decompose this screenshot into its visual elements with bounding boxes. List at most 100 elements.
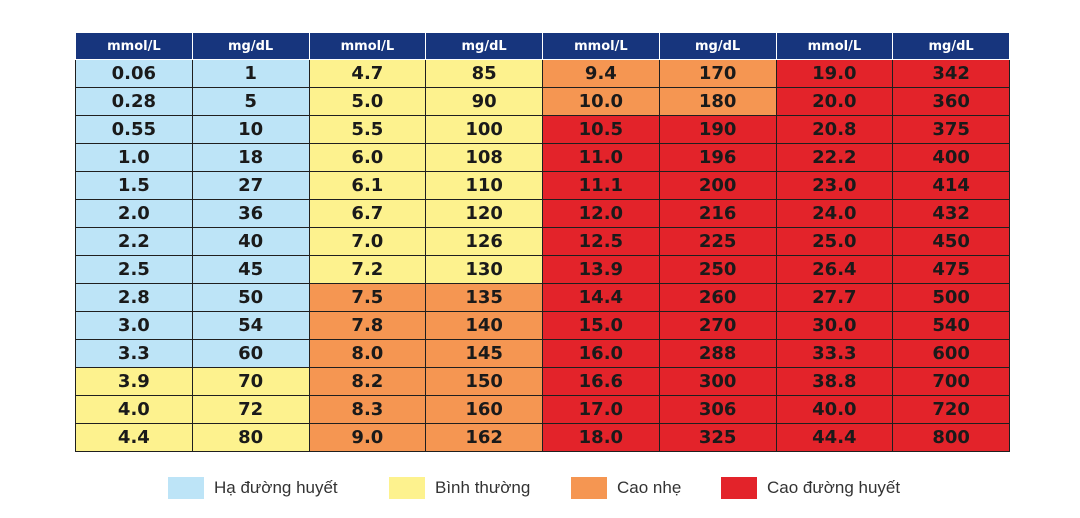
cell-mmol: 7.5 <box>308 283 427 312</box>
cell-mgdl: 450 <box>892 227 1010 256</box>
cell-mmol: 30.0 <box>775 311 894 340</box>
cell-mmol: 27.7 <box>775 283 894 312</box>
cell-mgdl: 80 <box>191 423 310 452</box>
header-mgdl-4: mg/dL <box>892 32 1010 60</box>
header-mmol-4: mmol/L <box>775 32 894 60</box>
cell-mgdl: 325 <box>658 423 777 452</box>
table-row: 4.0 72 8.3 160 17.0 306 40.0 720 <box>75 395 1010 424</box>
cell-mmol: 7.0 <box>308 227 427 256</box>
cell-mmol: 26.4 <box>775 255 894 284</box>
cell-mmol: 5.0 <box>308 87 427 116</box>
cell-mmol: 16.0 <box>542 339 660 368</box>
cell-mgdl: 70 <box>191 367 310 396</box>
cell-mmol: 0.06 <box>75 59 193 88</box>
cell-mgdl: 54 <box>191 311 310 340</box>
cell-mgdl: 36 <box>191 199 310 228</box>
legend-swatch-low <box>168 477 204 499</box>
cell-mgdl: 260 <box>658 283 777 312</box>
cell-mgdl: 126 <box>425 227 543 256</box>
cell-mgdl: 300 <box>658 367 777 396</box>
color-legend: Hạ đường huyết Bình thường Cao nhẹ Cao đ… <box>0 476 1080 500</box>
table-row: 0.28 5 5.0 90 10.0 180 20.0 360 <box>75 87 1010 116</box>
cell-mmol: 25.0 <box>775 227 894 256</box>
cell-mgdl: 18 <box>191 143 310 172</box>
cell-mmol: 8.2 <box>308 367 427 396</box>
cell-mmol: 5.5 <box>308 115 427 144</box>
cell-mgdl: 160 <box>425 395 543 424</box>
cell-mgdl: 414 <box>892 171 1010 200</box>
cell-mmol: 13.9 <box>542 255 660 284</box>
legend-label-normal: Bình thường <box>435 478 531 497</box>
cell-mgdl: 270 <box>658 311 777 340</box>
cell-mmol: 44.4 <box>775 423 894 452</box>
cell-mmol: 17.0 <box>542 395 660 424</box>
table-row: 2.0 36 6.7 120 12.0 216 24.0 432 <box>75 199 1010 228</box>
cell-mgdl: 120 <box>425 199 543 228</box>
cell-mgdl: 140 <box>425 311 543 340</box>
cell-mmol: 33.3 <box>775 339 894 368</box>
cell-mmol: 15.0 <box>542 311 660 340</box>
cell-mmol: 0.28 <box>75 87 193 116</box>
cell-mmol: 2.0 <box>75 199 193 228</box>
cell-mmol: 1.0 <box>75 143 193 172</box>
cell-mgdl: 432 <box>892 199 1010 228</box>
cell-mgdl: 700 <box>892 367 1010 396</box>
cell-mgdl: 600 <box>892 339 1010 368</box>
table-row: 2.2 40 7.0 126 12.5 225 25.0 450 <box>75 227 1010 256</box>
cell-mgdl: 85 <box>425 59 543 88</box>
table-row: 2.5 45 7.2 130 13.9 250 26.4 475 <box>75 255 1010 284</box>
cell-mgdl: 1 <box>191 59 310 88</box>
table-row: 0.06 1 4.7 85 9.4 170 19.0 342 <box>75 59 1010 88</box>
cell-mmol: 24.0 <box>775 199 894 228</box>
cell-mmol: 7.8 <box>308 311 427 340</box>
cell-mmol: 8.0 <box>308 339 427 368</box>
cell-mgdl: 100 <box>425 115 543 144</box>
legend-swatch-mild <box>571 477 607 499</box>
glucose-conversion-table: mmol/L mg/dL mmol/L mg/dL mmol/L mg/dL m… <box>75 32 1010 452</box>
cell-mmol: 20.0 <box>775 87 894 116</box>
header-mmol-3: mmol/L <box>542 32 660 60</box>
table-row: 4.4 80 9.0 162 18.0 325 44.4 800 <box>75 423 1010 452</box>
table-row: 3.9 70 8.2 150 16.6 300 38.8 700 <box>75 367 1010 396</box>
legend-item-low: Hạ đường huyết <box>168 476 338 500</box>
cell-mgdl: 110 <box>425 171 543 200</box>
cell-mmol: 6.0 <box>308 143 427 172</box>
cell-mgdl: 800 <box>892 423 1010 452</box>
cell-mgdl: 190 <box>658 115 777 144</box>
cell-mgdl: 360 <box>892 87 1010 116</box>
cell-mmol: 22.2 <box>775 143 894 172</box>
cell-mgdl: 540 <box>892 311 1010 340</box>
table-row: 1.0 18 6.0 108 11.0 196 22.2 400 <box>75 143 1010 172</box>
cell-mmol: 7.2 <box>308 255 427 284</box>
table-body: 0.06 1 4.7 85 9.4 170 19.0 342 0.28 5 5.0 90 10.0 180… <box>75 59 1010 452</box>
cell-mgdl: 150 <box>425 367 543 396</box>
cell-mmol: 1.5 <box>75 171 193 200</box>
cell-mmol: 11.0 <box>542 143 660 172</box>
header-mgdl-2: mg/dL <box>425 32 543 60</box>
legend-item-high: Cao đường huyết <box>721 476 900 500</box>
cell-mmol: 12.0 <box>542 199 660 228</box>
table-header-row: mmol/L mg/dL mmol/L mg/dL mmol/L mg/dL m… <box>75 32 1010 60</box>
cell-mmol: 3.3 <box>75 339 193 368</box>
cell-mmol: 3.0 <box>75 311 193 340</box>
legend-label-mild: Cao nhẹ <box>617 478 682 497</box>
cell-mmol: 6.7 <box>308 199 427 228</box>
cell-mmol: 8.3 <box>308 395 427 424</box>
cell-mgdl: 72 <box>191 395 310 424</box>
cell-mgdl: 5 <box>191 87 310 116</box>
cell-mmol: 18.0 <box>542 423 660 452</box>
cell-mgdl: 135 <box>425 283 543 312</box>
legend-swatch-normal <box>389 477 425 499</box>
cell-mgdl: 342 <box>892 59 1010 88</box>
cell-mgdl: 45 <box>191 255 310 284</box>
legend-swatch-high <box>721 477 757 499</box>
cell-mgdl: 375 <box>892 115 1010 144</box>
cell-mmol: 19.0 <box>775 59 894 88</box>
cell-mgdl: 40 <box>191 227 310 256</box>
cell-mgdl: 27 <box>191 171 310 200</box>
legend-label-low: Hạ đường huyết <box>214 478 338 497</box>
cell-mmol: 10.5 <box>542 115 660 144</box>
cell-mgdl: 475 <box>892 255 1010 284</box>
cell-mmol: 2.2 <box>75 227 193 256</box>
